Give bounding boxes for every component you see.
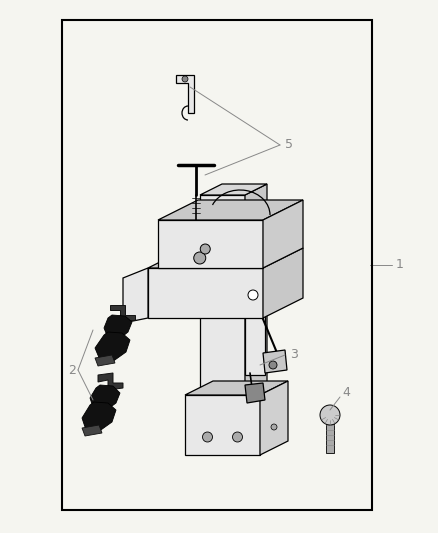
- Polygon shape: [185, 381, 288, 395]
- Text: 3: 3: [290, 349, 298, 361]
- Polygon shape: [263, 350, 287, 373]
- Polygon shape: [98, 373, 123, 390]
- Bar: [62, 20, 372, 510]
- Circle shape: [194, 252, 206, 264]
- Polygon shape: [104, 315, 132, 340]
- Circle shape: [271, 424, 277, 430]
- Circle shape: [200, 244, 210, 254]
- Polygon shape: [245, 184, 267, 395]
- Polygon shape: [200, 184, 267, 195]
- Polygon shape: [158, 220, 263, 268]
- Text: 2: 2: [68, 364, 76, 376]
- Text: 5: 5: [285, 139, 293, 151]
- Circle shape: [233, 432, 243, 442]
- Circle shape: [182, 76, 188, 82]
- Polygon shape: [148, 268, 263, 318]
- Polygon shape: [200, 195, 245, 395]
- Text: 1: 1: [396, 259, 404, 271]
- Text: 4: 4: [342, 386, 350, 400]
- Polygon shape: [123, 268, 148, 323]
- Polygon shape: [326, 415, 334, 453]
- Circle shape: [320, 405, 340, 425]
- Polygon shape: [190, 248, 258, 268]
- Polygon shape: [245, 383, 265, 403]
- Circle shape: [202, 432, 212, 442]
- Polygon shape: [148, 248, 303, 268]
- Polygon shape: [82, 425, 102, 436]
- Polygon shape: [263, 248, 303, 318]
- Circle shape: [269, 361, 277, 369]
- Polygon shape: [158, 248, 226, 268]
- Polygon shape: [176, 75, 194, 113]
- Polygon shape: [95, 355, 115, 366]
- Polygon shape: [185, 395, 260, 455]
- Polygon shape: [245, 285, 265, 375]
- Polygon shape: [222, 248, 290, 268]
- Polygon shape: [260, 381, 288, 455]
- Polygon shape: [110, 305, 135, 320]
- Polygon shape: [158, 200, 303, 220]
- Circle shape: [248, 290, 258, 300]
- Polygon shape: [82, 402, 116, 432]
- Polygon shape: [90, 385, 120, 412]
- Polygon shape: [263, 200, 303, 268]
- Polygon shape: [95, 332, 130, 362]
